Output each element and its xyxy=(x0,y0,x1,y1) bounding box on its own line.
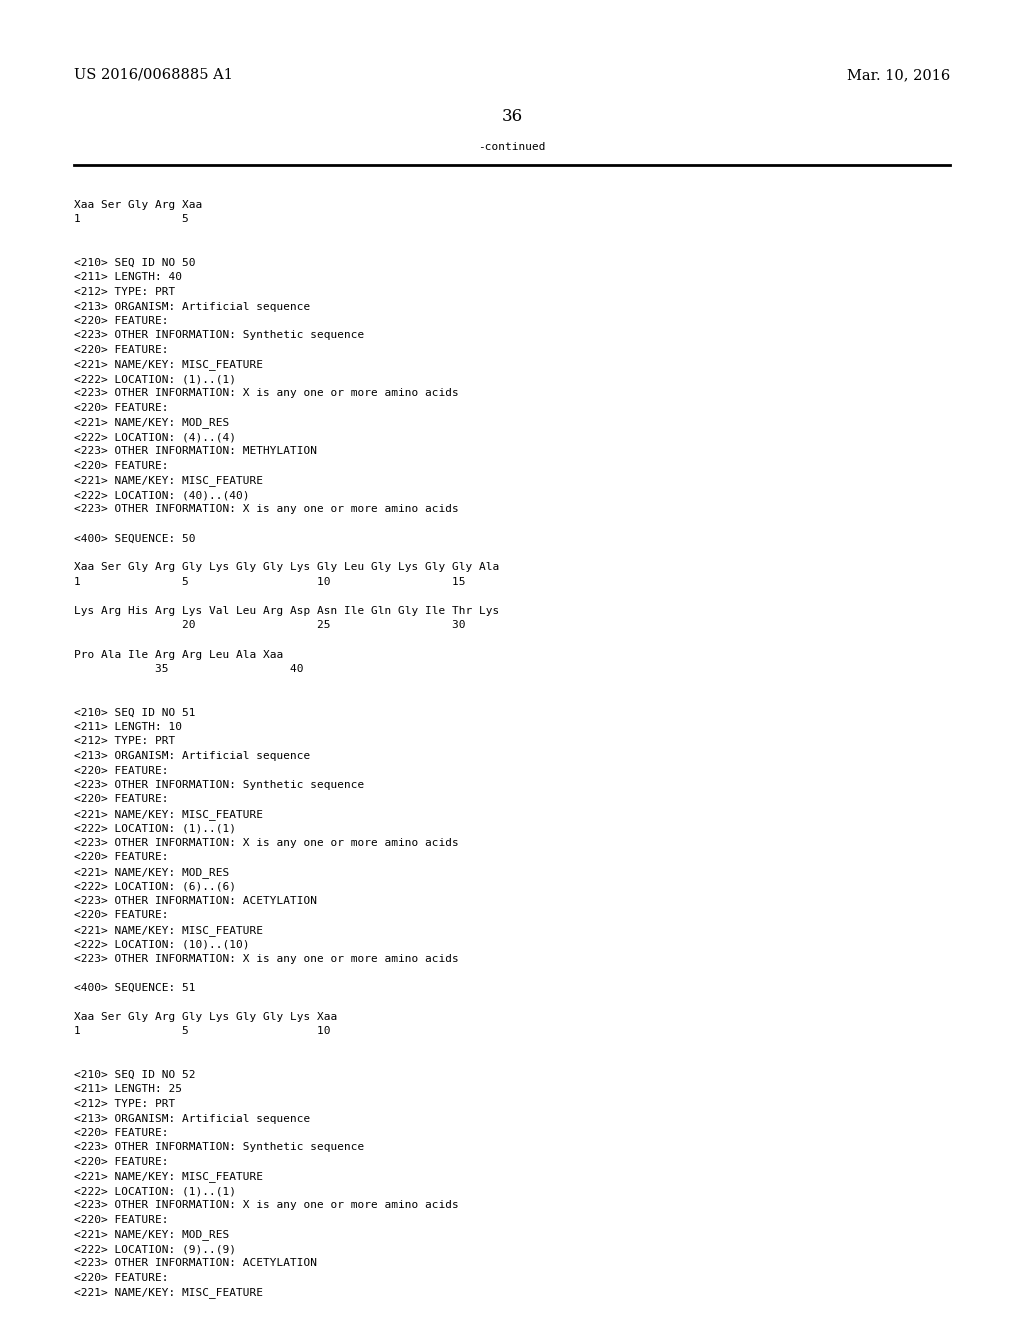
Text: <222> LOCATION: (10)..(10): <222> LOCATION: (10)..(10) xyxy=(74,940,249,949)
Text: <220> FEATURE:: <220> FEATURE: xyxy=(74,853,168,862)
Text: Pro Ala Ile Arg Arg Leu Ala Xaa: Pro Ala Ile Arg Arg Leu Ala Xaa xyxy=(74,649,283,660)
Text: <211> LENGTH: 25: <211> LENGTH: 25 xyxy=(74,1085,181,1094)
Text: <221> NAME/KEY: MOD_RES: <221> NAME/KEY: MOD_RES xyxy=(74,867,229,878)
Text: <223> OTHER INFORMATION: X is any one or more amino acids: <223> OTHER INFORMATION: X is any one or… xyxy=(74,954,459,964)
Text: <221> NAME/KEY: MISC_FEATURE: <221> NAME/KEY: MISC_FEATURE xyxy=(74,1287,263,1299)
Text: <220> FEATURE:: <220> FEATURE: xyxy=(74,1272,168,1283)
Text: -continued: -continued xyxy=(478,143,546,152)
Text: <220> FEATURE:: <220> FEATURE: xyxy=(74,1129,168,1138)
Text: US 2016/0068885 A1: US 2016/0068885 A1 xyxy=(74,69,232,82)
Text: <212> TYPE: PRT: <212> TYPE: PRT xyxy=(74,286,175,297)
Text: <220> FEATURE:: <220> FEATURE: xyxy=(74,1158,168,1167)
Text: <212> TYPE: PRT: <212> TYPE: PRT xyxy=(74,1100,175,1109)
Text: <221> NAME/KEY: MOD_RES: <221> NAME/KEY: MOD_RES xyxy=(74,417,229,429)
Text: <222> LOCATION: (1)..(1): <222> LOCATION: (1)..(1) xyxy=(74,374,236,384)
Text: <220> FEATURE:: <220> FEATURE: xyxy=(74,911,168,920)
Text: <220> FEATURE:: <220> FEATURE: xyxy=(74,766,168,776)
Text: 35                  40: 35 40 xyxy=(74,664,303,675)
Text: 20                  25                  30: 20 25 30 xyxy=(74,620,465,631)
Text: <222> LOCATION: (6)..(6): <222> LOCATION: (6)..(6) xyxy=(74,882,236,891)
Text: <221> NAME/KEY: MOD_RES: <221> NAME/KEY: MOD_RES xyxy=(74,1229,229,1241)
Text: <222> LOCATION: (4)..(4): <222> LOCATION: (4)..(4) xyxy=(74,432,236,442)
Text: <213> ORGANISM: Artificial sequence: <213> ORGANISM: Artificial sequence xyxy=(74,1114,310,1123)
Text: Xaa Ser Gly Arg Gly Lys Gly Gly Lys Gly Leu Gly Lys Gly Gly Ala: Xaa Ser Gly Arg Gly Lys Gly Gly Lys Gly … xyxy=(74,562,499,573)
Text: <222> LOCATION: (40)..(40): <222> LOCATION: (40)..(40) xyxy=(74,490,249,500)
Text: <223> OTHER INFORMATION: Synthetic sequence: <223> OTHER INFORMATION: Synthetic seque… xyxy=(74,1143,364,1152)
Text: <223> OTHER INFORMATION: METHYLATION: <223> OTHER INFORMATION: METHYLATION xyxy=(74,446,316,457)
Text: <223> OTHER INFORMATION: X is any one or more amino acids: <223> OTHER INFORMATION: X is any one or… xyxy=(74,504,459,515)
Text: <220> FEATURE:: <220> FEATURE: xyxy=(74,795,168,804)
Text: <223> OTHER INFORMATION: X is any one or more amino acids: <223> OTHER INFORMATION: X is any one or… xyxy=(74,838,459,847)
Text: <211> LENGTH: 40: <211> LENGTH: 40 xyxy=(74,272,181,282)
Text: <220> FEATURE:: <220> FEATURE: xyxy=(74,1214,168,1225)
Text: Xaa Ser Gly Arg Xaa: Xaa Ser Gly Arg Xaa xyxy=(74,201,202,210)
Text: <211> LENGTH: 10: <211> LENGTH: 10 xyxy=(74,722,181,733)
Text: <220> FEATURE:: <220> FEATURE: xyxy=(74,403,168,413)
Text: <223> OTHER INFORMATION: X is any one or more amino acids: <223> OTHER INFORMATION: X is any one or… xyxy=(74,388,459,399)
Text: <223> OTHER INFORMATION: ACETYLATION: <223> OTHER INFORMATION: ACETYLATION xyxy=(74,1258,316,1269)
Text: <223> OTHER INFORMATION: Synthetic sequence: <223> OTHER INFORMATION: Synthetic seque… xyxy=(74,330,364,341)
Text: 1               5: 1 5 xyxy=(74,214,188,224)
Text: <221> NAME/KEY: MISC_FEATURE: <221> NAME/KEY: MISC_FEATURE xyxy=(74,809,263,820)
Text: <210> SEQ ID NO 50: <210> SEQ ID NO 50 xyxy=(74,257,196,268)
Text: 1               5                   10: 1 5 10 xyxy=(74,1027,330,1036)
Text: <223> OTHER INFORMATION: Synthetic sequence: <223> OTHER INFORMATION: Synthetic seque… xyxy=(74,780,364,789)
Text: Xaa Ser Gly Arg Gly Lys Gly Gly Lys Xaa: Xaa Ser Gly Arg Gly Lys Gly Gly Lys Xaa xyxy=(74,1012,337,1022)
Text: <220> FEATURE:: <220> FEATURE: xyxy=(74,315,168,326)
Text: 36: 36 xyxy=(502,108,522,125)
Text: <213> ORGANISM: Artificial sequence: <213> ORGANISM: Artificial sequence xyxy=(74,301,310,312)
Text: <221> NAME/KEY: MISC_FEATURE: <221> NAME/KEY: MISC_FEATURE xyxy=(74,475,263,486)
Text: Mar. 10, 2016: Mar. 10, 2016 xyxy=(847,69,950,82)
Text: 1               5                   10                  15: 1 5 10 15 xyxy=(74,577,465,587)
Text: <213> ORGANISM: Artificial sequence: <213> ORGANISM: Artificial sequence xyxy=(74,751,310,762)
Text: <222> LOCATION: (9)..(9): <222> LOCATION: (9)..(9) xyxy=(74,1243,236,1254)
Text: <221> NAME/KEY: MISC_FEATURE: <221> NAME/KEY: MISC_FEATURE xyxy=(74,359,263,371)
Text: <222> LOCATION: (1)..(1): <222> LOCATION: (1)..(1) xyxy=(74,1185,236,1196)
Text: <220> FEATURE:: <220> FEATURE: xyxy=(74,345,168,355)
Text: <220> FEATURE:: <220> FEATURE: xyxy=(74,461,168,471)
Text: <400> SEQUENCE: 50: <400> SEQUENCE: 50 xyxy=(74,533,196,544)
Text: <210> SEQ ID NO 51: <210> SEQ ID NO 51 xyxy=(74,708,196,718)
Text: <223> OTHER INFORMATION: ACETYLATION: <223> OTHER INFORMATION: ACETYLATION xyxy=(74,896,316,906)
Text: <212> TYPE: PRT: <212> TYPE: PRT xyxy=(74,737,175,747)
Text: <221> NAME/KEY: MISC_FEATURE: <221> NAME/KEY: MISC_FEATURE xyxy=(74,925,263,936)
Text: <210> SEQ ID NO 52: <210> SEQ ID NO 52 xyxy=(74,1071,196,1080)
Text: <221> NAME/KEY: MISC_FEATURE: <221> NAME/KEY: MISC_FEATURE xyxy=(74,1172,263,1183)
Text: <223> OTHER INFORMATION: X is any one or more amino acids: <223> OTHER INFORMATION: X is any one or… xyxy=(74,1200,459,1210)
Text: <400> SEQUENCE: 51: <400> SEQUENCE: 51 xyxy=(74,983,196,993)
Text: Lys Arg His Arg Lys Val Leu Arg Asp Asn Ile Gln Gly Ile Thr Lys: Lys Arg His Arg Lys Val Leu Arg Asp Asn … xyxy=(74,606,499,616)
Text: <222> LOCATION: (1)..(1): <222> LOCATION: (1)..(1) xyxy=(74,824,236,833)
